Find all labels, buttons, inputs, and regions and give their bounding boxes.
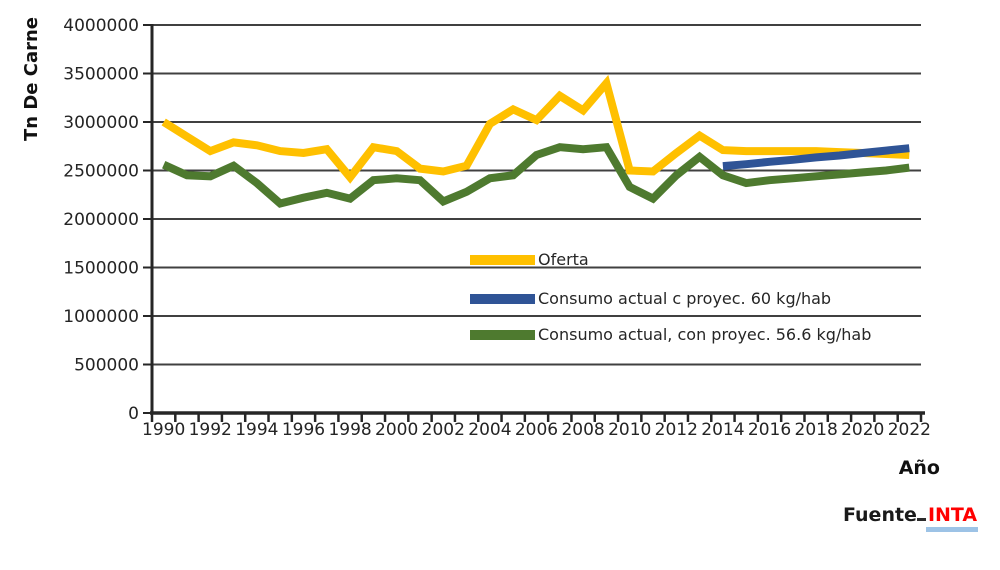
legend-item-consumo-60: Consumo actual c proyec. 60 kg/hab <box>470 289 831 309</box>
x-tick-label: 1998 <box>328 420 371 440</box>
x-tick-label: 2012 <box>655 420 698 440</box>
y-tick-label: 0 <box>128 404 139 424</box>
x-tick-label: 2002 <box>422 420 465 440</box>
x-tick-label: 2022 <box>888 420 931 440</box>
x-tick-label: 1996 <box>282 420 325 440</box>
legend-swatch-consumo-60 <box>470 294 535 304</box>
legend-label-consumo-566: Consumo actual, con proyec. 56.6 kg/hab <box>538 325 872 344</box>
y-tick-label: 3000000 <box>63 113 139 133</box>
x-tick-label: 2014 <box>701 420 744 440</box>
y-tick-label: 3500000 <box>63 65 139 85</box>
x-tick-label: 2000 <box>375 420 418 440</box>
legend-swatch-oferta <box>470 255 535 265</box>
x-tick-label: 1992 <box>189 420 232 440</box>
x-tick-label: 1994 <box>235 420 278 440</box>
x-axis-title: Año <box>898 457 940 479</box>
source-underscore <box>916 501 926 521</box>
legend-item-oferta: Oferta <box>470 250 589 270</box>
y-axis-title: Tn De Carne <box>21 16 42 142</box>
source-prefix: Fuente <box>843 504 917 526</box>
y-tick-label: 2500000 <box>63 162 139 182</box>
legend-label-consumo-60: Consumo actual c proyec. 60 kg/hab <box>538 289 832 308</box>
y-tick-label: 4000000 <box>63 16 139 36</box>
source-org-link[interactable]: INTA <box>925 504 979 532</box>
legend-item-consumo-566: Consumo actual, con proyec. 56.6 kg/hab <box>470 325 871 345</box>
y-tick-label: 2000000 <box>63 210 139 230</box>
y-tick-label: 1000000 <box>63 307 139 327</box>
x-tick-label: 2016 <box>748 420 791 440</box>
x-tick-label: 1990 <box>142 420 185 440</box>
series-line-oferta <box>161 74 910 184</box>
series-line-consumo-566 <box>162 142 910 208</box>
series-line-consumo-60 <box>722 144 910 171</box>
x-tick-label: 2006 <box>515 420 558 440</box>
source-note: Fuente INTA <box>843 501 979 532</box>
legend-label-oferta: Oferta <box>538 250 589 269</box>
legend-swatch-consumo-566 <box>470 330 535 340</box>
x-tick-label: 2008 <box>561 420 604 440</box>
x-tick-label: 2020 <box>841 420 884 440</box>
x-tick-label: 2004 <box>468 420 511 440</box>
y-tick-label: 500000 <box>74 356 139 376</box>
x-tick-label: 2018 <box>795 420 838 440</box>
x-tick-label: 2010 <box>608 420 651 440</box>
y-tick-label: 1500000 <box>63 259 139 279</box>
